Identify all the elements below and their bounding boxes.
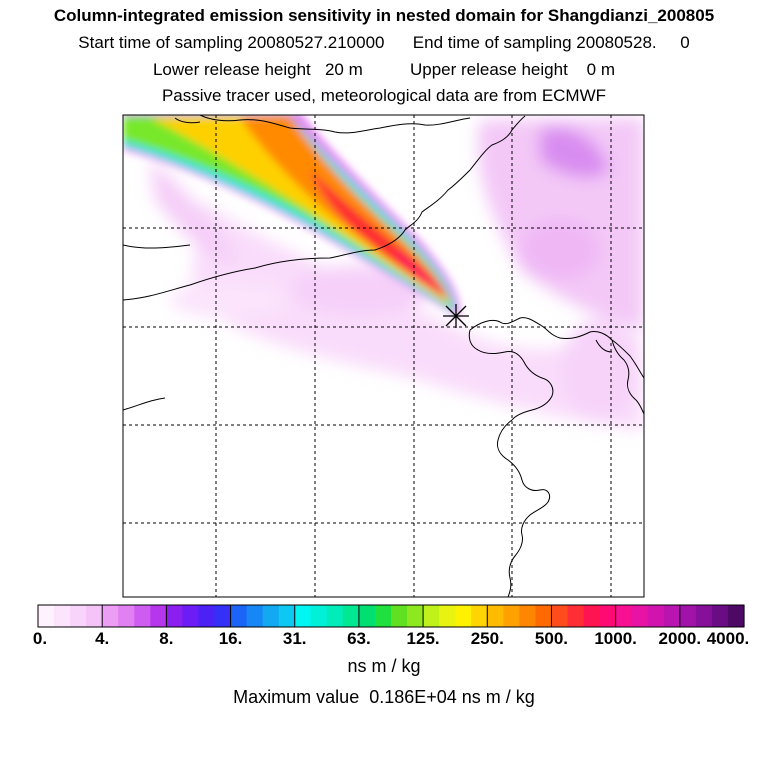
colorbar-tick-label: 500. xyxy=(534,629,568,648)
colorbar-tick-label: 8. xyxy=(159,629,174,648)
colorbar-swatch xyxy=(567,605,585,627)
colorbar-swatch xyxy=(278,605,296,627)
colorbar-swatch xyxy=(439,605,456,627)
colorbar-swatch xyxy=(342,605,360,627)
colorbar-tick-label: 125. xyxy=(406,629,440,648)
sensitivity-field xyxy=(123,115,644,430)
colorbar-swatch xyxy=(38,605,55,627)
colorbar-frame xyxy=(37,604,745,628)
lat-lon-grid xyxy=(123,115,644,597)
colorbar-swatch xyxy=(310,605,328,627)
colorbar-swatch xyxy=(70,605,87,627)
colorbar-swatch xyxy=(230,605,248,627)
colorbar-tick-label: 1000. xyxy=(594,629,637,648)
colorbar-swatch xyxy=(262,605,280,627)
colorbar-swatch xyxy=(134,605,151,627)
colorbar-tick-label: 250. xyxy=(470,629,504,648)
colorbar-swatch xyxy=(246,605,264,627)
background-sensitivity xyxy=(150,118,644,430)
colorbar-swatch xyxy=(471,605,488,627)
colorbar-swatch xyxy=(663,605,681,627)
colorbar-swatch xyxy=(358,605,376,627)
colorbar-swatch xyxy=(214,605,232,627)
colorbar-swatch xyxy=(599,605,617,627)
colorbar-swatch xyxy=(455,605,472,627)
colorbar-swatch xyxy=(711,605,729,627)
colorbar-swatch xyxy=(407,605,424,627)
tracer-info-line: Passive tracer used, meteorological data… xyxy=(161,86,607,105)
colorbar-swatch xyxy=(423,605,440,627)
colorbar-swatch xyxy=(198,605,216,627)
colorbar-swatch xyxy=(102,605,119,627)
colorbar-tick-label: 0. xyxy=(32,629,48,648)
colorbar-swatch xyxy=(166,605,184,627)
colorbar-tick-label: 16. xyxy=(218,629,243,648)
colorbar-tick-label: 31. xyxy=(282,629,307,648)
colorbar-swatch xyxy=(86,605,103,627)
maximum-value: Maximum value 0.186E+04 ns m / kg xyxy=(233,687,535,707)
colorbar-tick-label: 2000. xyxy=(658,629,702,648)
colorbar-swatch xyxy=(695,605,713,627)
colorbar-swatch xyxy=(326,605,344,627)
colorbar-swatch xyxy=(374,605,392,627)
colorbar-swatch xyxy=(294,605,312,627)
colorbar-swatch xyxy=(679,605,697,627)
colorbar-tick-label: 4. xyxy=(95,629,110,648)
map-frame xyxy=(122,114,645,598)
colorbar-swatch xyxy=(727,605,745,627)
plume xyxy=(123,115,461,318)
colorbar-swatch xyxy=(519,605,537,627)
sampling-time-line: Start time of sampling 20080527.210000 E… xyxy=(78,33,690,52)
release-height-line: Lower release height 20 m Upper release … xyxy=(152,60,616,79)
colorbar-swatch xyxy=(54,605,71,627)
colorbar xyxy=(37,604,745,628)
colorbar-swatch xyxy=(535,605,553,627)
colorbar-swatch xyxy=(631,605,649,627)
colorbar-swatch xyxy=(118,605,135,627)
colorbar-swatch xyxy=(615,605,633,627)
colorbar-unit: ns m / kg xyxy=(347,656,421,676)
receptor-marker xyxy=(443,304,469,328)
colorbar-swatch xyxy=(150,605,167,627)
colorbar-swatch xyxy=(182,605,200,627)
colorbar-swatch xyxy=(583,605,601,627)
colorbar-swatch xyxy=(487,605,504,627)
colorbar-tick-label: 63. xyxy=(347,629,371,648)
chart-title: Column-integrated emission sensitivity i… xyxy=(53,6,715,25)
colorbar-swatch xyxy=(647,605,665,627)
colorbar-swatch xyxy=(503,605,520,627)
colorbar-swatch xyxy=(391,605,408,627)
colorbar-swatch xyxy=(551,605,569,627)
colorbar-tick-label: 4000. xyxy=(706,629,750,648)
boundaries xyxy=(123,115,644,597)
